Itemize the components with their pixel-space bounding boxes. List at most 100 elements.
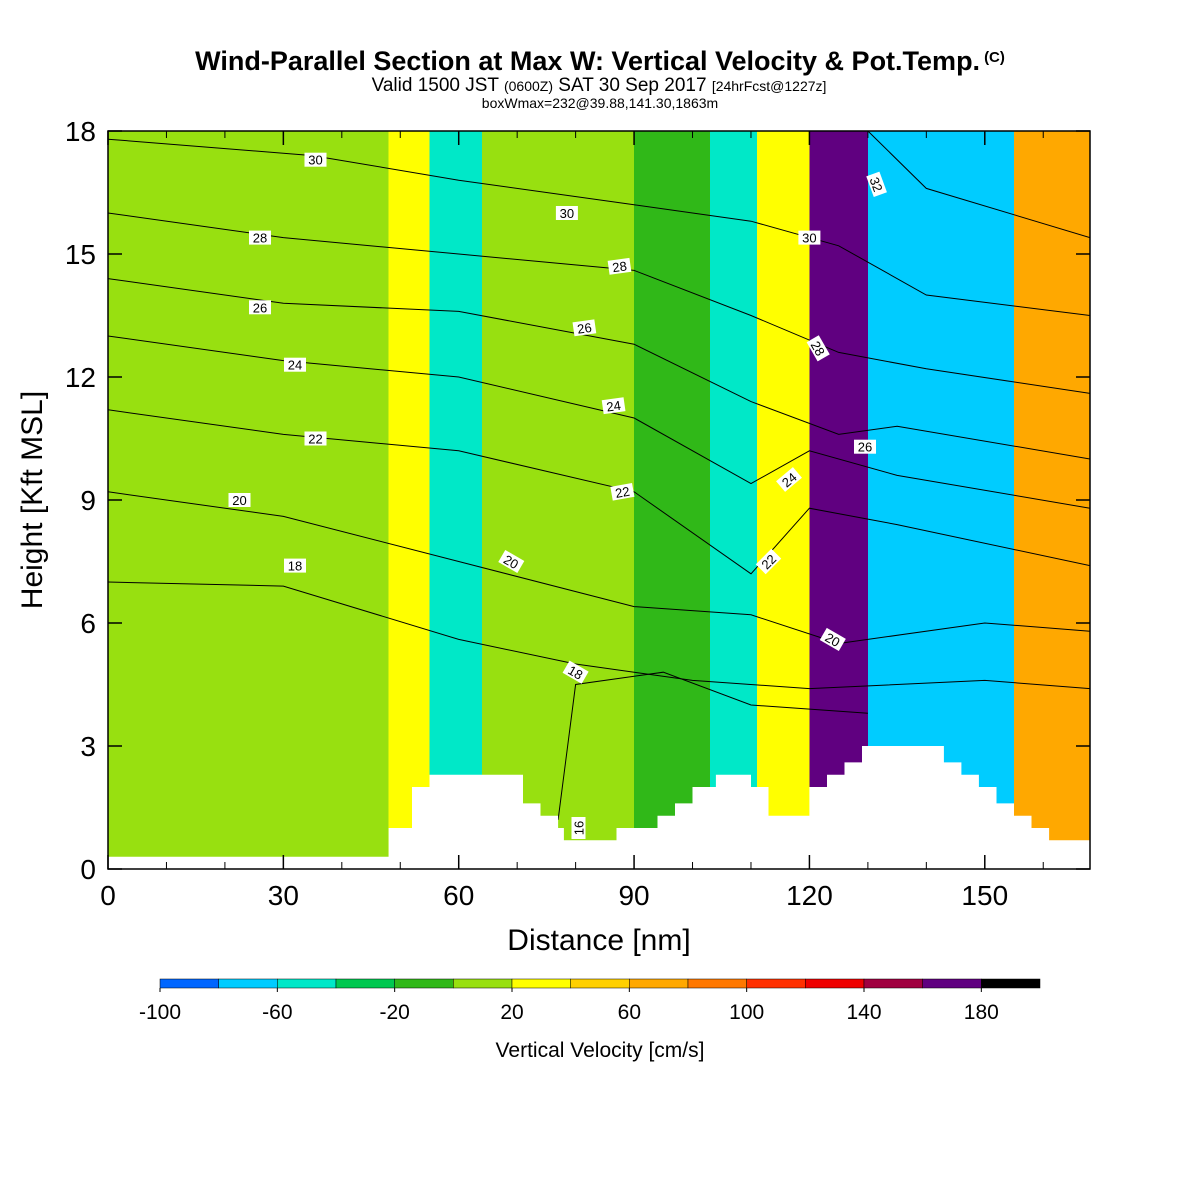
colorbar-swatch	[687, 978, 747, 989]
chart-title-text: Wind-Parallel Section at Max W: Vertical…	[195, 46, 981, 76]
y-axis-title: Height [Kft MSL]	[16, 391, 49, 609]
contour-label-bg	[854, 439, 876, 454]
contour-label: 30	[304, 152, 327, 168]
theta-contour-26	[108, 278, 1090, 460]
contour-label-text: 18	[565, 663, 585, 683]
colorbar-swatch	[570, 978, 630, 989]
contour-label: 20	[819, 627, 846, 651]
contour-label-bg	[228, 493, 251, 507]
contour-label: 22	[304, 431, 327, 447]
contour-label-text: 26	[576, 320, 592, 337]
colorbar-swatch	[218, 978, 278, 989]
contour-label: 20	[228, 493, 251, 508]
colorbar-swatch	[863, 978, 923, 989]
colorbar-swatch	[981, 978, 1041, 989]
x-tick-label: 30	[268, 880, 299, 911]
y-tick-label: 6	[80, 608, 96, 639]
contour-label: 24	[776, 467, 802, 492]
valid-time-text: Valid 1500 JST	[371, 75, 499, 96]
colorbar-title: Vertical Velocity [cm/s]	[496, 1039, 705, 1062]
contour-label-text: 28	[253, 231, 267, 246]
contour-label-text: 18	[288, 559, 302, 574]
colorbar-swatch	[629, 978, 689, 989]
x-tick-label: 90	[618, 880, 649, 911]
contour-label: 32	[866, 171, 887, 198]
theta-contour-32	[867, 131, 1090, 239]
theta-contour-24	[108, 335, 1090, 509]
colorbar-tick-label: -60	[262, 1001, 292, 1024]
contour-labels: 30 30 30 32 28 28 28 26 26 26 24 24 24 22 22 22 20 20 20 18…	[228, 152, 887, 839]
y-tick-label: 18	[65, 116, 96, 147]
colorbar-tick-label: 180	[964, 1001, 999, 1024]
colorbar-swatch	[746, 978, 806, 989]
contour-label: 22	[610, 482, 635, 501]
valid-utc-text: (0600Z)	[503, 78, 553, 94]
contour-label: 24	[601, 397, 626, 415]
colorbar-tick-label: 140	[846, 1001, 881, 1024]
contour-label-text: 16	[572, 821, 587, 835]
chart-title: Wind-Parallel Section at Max W: Vertical…	[0, 42, 1200, 77]
terrain-mask	[108, 746, 1090, 869]
contour-label-bg	[284, 357, 306, 372]
contour-label-text: 26	[858, 440, 872, 455]
x-axis-title: Distance [nm]	[507, 924, 690, 957]
copyright-tag: (C)	[984, 49, 1005, 66]
contour-label-text: 28	[611, 258, 627, 275]
theta-contour-16	[557, 671, 868, 820]
contour-label-bg	[819, 627, 846, 651]
y-tick-label: 9	[80, 485, 96, 516]
potential-temperature-contours	[108, 131, 1090, 820]
x-tick-label: 0	[100, 880, 116, 911]
contour-label-bg	[498, 549, 525, 574]
contour-label: 22	[755, 548, 782, 575]
theta-contour-28	[108, 212, 1090, 394]
contour-label: 18	[284, 558, 306, 574]
contour-label-text: 20	[823, 630, 843, 650]
theta-contour-30	[108, 138, 1090, 316]
contour-label: 26	[572, 319, 597, 337]
contour-label-text: 26	[253, 300, 267, 315]
box-wmax-line: boxWmax=232@39.88,141.30,1863m	[481, 95, 719, 111]
contour-label-bg	[555, 206, 578, 220]
contour-label-bg	[798, 230, 821, 245]
colorbar-tick-label: -100	[139, 1001, 181, 1024]
colorbar-tick-label: 20	[500, 1001, 523, 1024]
y-tick-label: 12	[65, 362, 96, 393]
contour-label: 30	[798, 230, 821, 246]
contour-label: 16	[571, 817, 587, 839]
colorbar-tick-label: 100	[729, 1001, 764, 1024]
contour-label-bg	[249, 300, 271, 315]
contour-label-bg	[571, 817, 586, 839]
contour-label-bg	[304, 431, 327, 446]
colorbar: -100 -60 -20 20 60 100 140 180	[139, 978, 1041, 1024]
contour-label-text: 22	[308, 432, 322, 447]
contour-label-text: 28	[808, 339, 828, 359]
contour-label: 30	[555, 206, 578, 221]
x-tick-label: 60	[443, 880, 474, 911]
contour-label: 28	[607, 257, 632, 275]
contour-label-bg	[806, 335, 830, 362]
contour-label-bg	[776, 467, 802, 492]
contour-label-text: 24	[605, 398, 621, 415]
contour-label-text: 30	[802, 231, 816, 246]
valid-date-text: SAT 30 Sep 2017	[558, 75, 707, 96]
colorbar-swatch	[277, 978, 337, 989]
colorbar-swatch	[805, 978, 865, 989]
axes: 0 30 60 90 120 150 0 3 6 9 12 15 18	[65, 116, 1090, 911]
x-tick-label: 120	[786, 880, 833, 911]
colorbar-swatch	[159, 978, 219, 989]
contour-label: 18	[562, 660, 589, 684]
contour-label-bg	[304, 152, 327, 167]
contour-label: 20	[498, 549, 525, 574]
contour-label-text: 30	[308, 153, 322, 168]
contour-label-bg	[610, 482, 635, 501]
title-block: Wind-Parallel Section at Max W: Vertical…	[0, 42, 1200, 111]
contour-label: 28	[806, 335, 830, 362]
colorbar-tick-label: 60	[618, 1001, 641, 1024]
contour-label-text: 24	[288, 358, 302, 373]
contour-label-text: 20	[501, 552, 521, 572]
contour-label-bg	[284, 558, 306, 573]
theta-contour-18	[108, 581, 1090, 690]
contour-label-bg	[607, 257, 632, 275]
